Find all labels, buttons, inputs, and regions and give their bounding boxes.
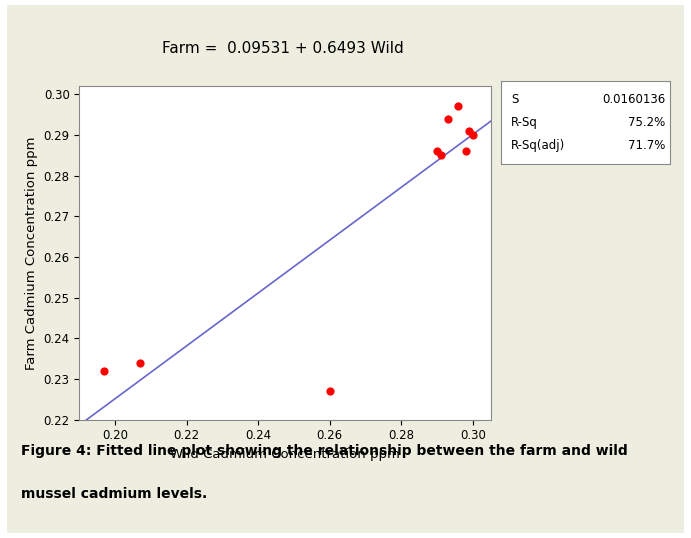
Text: 0.0160136: 0.0160136 [602,93,665,105]
Text: 71.7%: 71.7% [628,139,665,152]
Text: Figure 4: Fitted line plot showing the relationship between the farm and wild: Figure 4: Fitted line plot showing the r… [21,444,627,458]
Text: R-Sq: R-Sq [511,116,538,129]
Text: 75.2%: 75.2% [628,116,665,129]
Point [135,358,146,367]
Text: mussel cadmium levels.: mussel cadmium levels. [21,487,207,501]
Point [460,147,471,155]
Text: R-Sq(adj): R-Sq(adj) [511,139,565,152]
Y-axis label: Farm Cadmium Concentration ppm: Farm Cadmium Concentration ppm [25,136,38,370]
Point [442,114,453,123]
X-axis label: Wild Cadmium Concentration ppm: Wild Cadmium Concentration ppm [170,448,400,461]
Point [453,102,464,111]
Text: Farm =  0.09531 + 0.6493 Wild: Farm = 0.09531 + 0.6493 Wild [162,41,404,56]
Point [431,147,442,155]
Point [324,387,335,395]
Text: S: S [511,93,518,105]
Point [464,126,475,135]
Point [467,131,478,139]
Point [435,151,446,160]
Point [99,366,110,375]
